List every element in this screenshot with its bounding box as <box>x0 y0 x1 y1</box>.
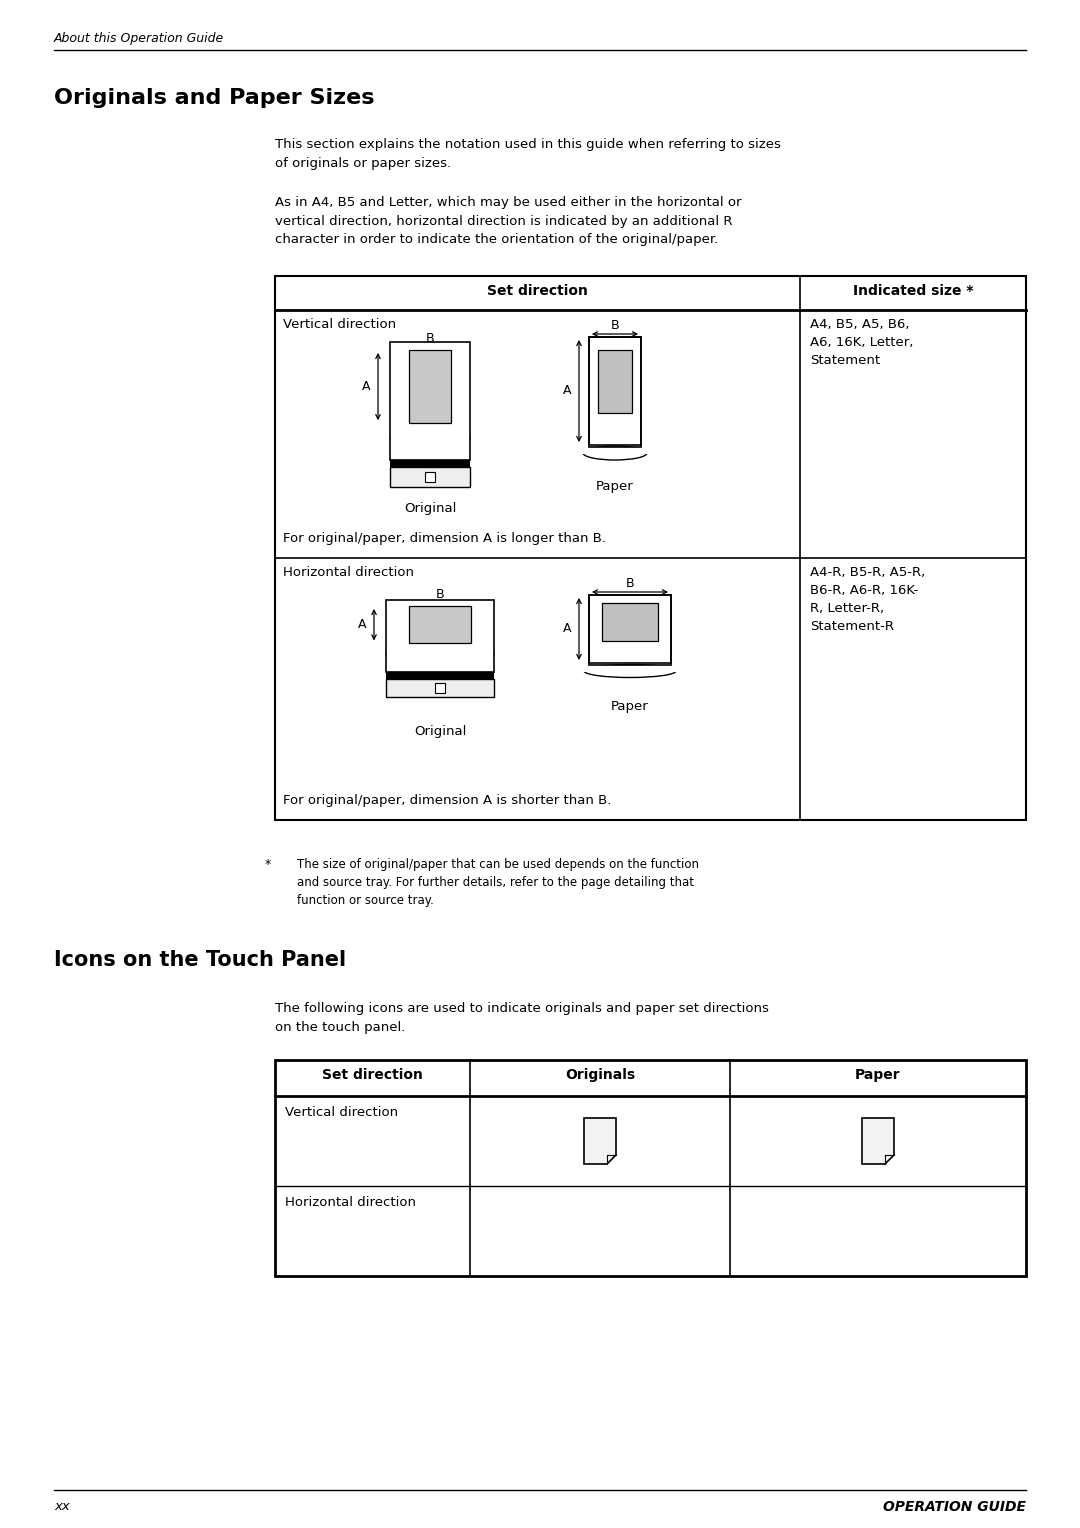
Text: Originals and Paper Sizes: Originals and Paper Sizes <box>54 89 375 108</box>
Text: Vertical direction: Vertical direction <box>283 318 396 332</box>
Ellipse shape <box>583 446 647 460</box>
Text: xx: xx <box>54 1500 70 1513</box>
Text: For original/paper, dimension A is longer than B.: For original/paper, dimension A is longe… <box>283 532 606 545</box>
Bar <box>589 338 642 448</box>
Text: Paper: Paper <box>855 1068 901 1082</box>
Text: A: A <box>362 380 370 393</box>
Bar <box>582 448 648 454</box>
Text: Originals: Originals <box>565 1068 635 1082</box>
Text: Original: Original <box>404 503 456 515</box>
Bar <box>589 594 671 665</box>
Bar <box>386 678 494 697</box>
Bar <box>390 342 470 460</box>
Text: The size of original/paper that can be used depends on the function
and source t: The size of original/paper that can be u… <box>297 859 699 908</box>
Text: B: B <box>426 332 434 345</box>
Text: Paper: Paper <box>596 480 634 494</box>
Text: Set direction: Set direction <box>322 1068 423 1082</box>
Bar <box>589 338 642 445</box>
Bar <box>603 604 658 640</box>
Text: Indicated size *: Indicated size * <box>853 284 973 298</box>
Text: Icons on the Touch Panel: Icons on the Touch Panel <box>54 950 346 970</box>
Bar <box>598 350 632 413</box>
Text: B: B <box>435 588 444 601</box>
Text: This section explains the notation used in this guide when referring to sizes
of: This section explains the notation used … <box>275 138 781 170</box>
Text: About this Operation Guide: About this Operation Guide <box>54 32 225 44</box>
Bar <box>435 683 445 694</box>
Bar <box>408 607 471 643</box>
Text: The following icons are used to indicate originals and paper set directions
on t: The following icons are used to indicate… <box>275 1002 769 1033</box>
Ellipse shape <box>584 665 676 677</box>
Text: Horizontal direction: Horizontal direction <box>285 1196 416 1209</box>
Text: A4-R, B5-R, A5-R,
B6-R, A6-R, 16K-
R, Letter-R,
Statement-R: A4-R, B5-R, A5-R, B6-R, A6-R, 16K- R, Le… <box>810 565 926 633</box>
Polygon shape <box>584 1118 616 1164</box>
Bar <box>583 665 677 672</box>
Bar <box>589 594 671 663</box>
Text: As in A4, B5 and Letter, which may be used either in the horizontal or
vertical : As in A4, B5 and Letter, which may be us… <box>275 196 742 246</box>
Bar <box>409 350 450 423</box>
Bar <box>275 277 1026 821</box>
Text: For original/paper, dimension A is shorter than B.: For original/paper, dimension A is short… <box>283 795 611 807</box>
Text: Original: Original <box>414 724 467 738</box>
Bar <box>386 601 494 672</box>
Text: Paper: Paper <box>611 700 649 714</box>
Text: *: * <box>265 859 271 871</box>
Text: Vertical direction: Vertical direction <box>285 1106 399 1118</box>
Text: A4, B5, A5, B6,
A6, 16K, Letter,
Statement: A4, B5, A5, B6, A6, 16K, Letter, Stateme… <box>810 318 914 367</box>
Text: Horizontal direction: Horizontal direction <box>283 565 414 579</box>
Text: A: A <box>563 622 571 636</box>
Bar <box>390 468 470 487</box>
Text: Set direction: Set direction <box>487 284 588 298</box>
Text: OPERATION GUIDE: OPERATION GUIDE <box>883 1500 1026 1514</box>
Polygon shape <box>862 1118 894 1164</box>
Bar <box>386 672 494 678</box>
Text: B: B <box>625 578 634 590</box>
Bar <box>426 472 435 481</box>
Bar <box>275 1060 1026 1276</box>
Bar <box>390 460 470 468</box>
Text: B: B <box>610 319 619 332</box>
Text: A: A <box>563 385 571 397</box>
Text: A: A <box>357 619 366 631</box>
